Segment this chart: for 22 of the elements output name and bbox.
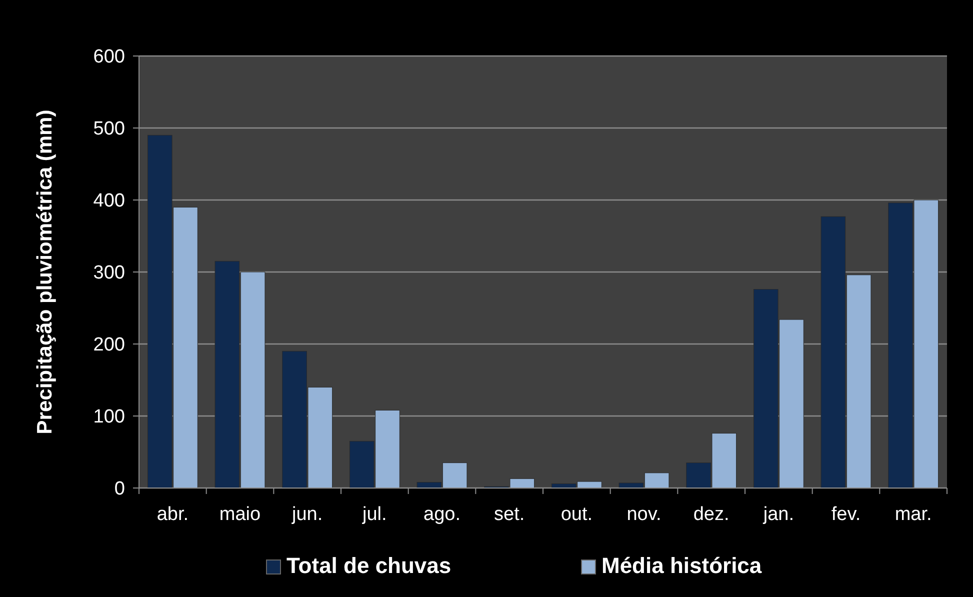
x-tick-label: dez. <box>693 504 730 525</box>
legend-label: Total de chuvas <box>286 553 452 578</box>
y-tick-label: 0 <box>114 478 125 500</box>
x-tick-label: ago. <box>424 504 460 525</box>
legend-label: Média histórica <box>602 553 762 578</box>
x-tick-label: jun. <box>291 504 323 525</box>
x-tick-label: out. <box>560 504 593 525</box>
y-tick-label: 300 <box>93 262 125 284</box>
x-tick-label: jan. <box>762 504 794 525</box>
y-tick-label: 500 <box>93 118 125 140</box>
y-tick-label: 200 <box>93 334 125 356</box>
x-tick-label: mar. <box>894 504 932 525</box>
x-tick-label: fev. <box>831 504 861 525</box>
y-tick-label: 600 <box>93 46 125 68</box>
x-tick-label: maio <box>219 504 261 525</box>
y-tick-label: 400 <box>93 190 125 212</box>
x-tick-label: nov. <box>626 504 662 525</box>
x-tick-label: jul. <box>362 504 387 525</box>
x-tick-label: abr. <box>156 504 189 525</box>
x-tick-label: set. <box>494 504 525 525</box>
y-axis-title: Precipitação pluviométrica (mm) <box>33 110 56 434</box>
y-tick-label: 100 <box>93 406 125 428</box>
